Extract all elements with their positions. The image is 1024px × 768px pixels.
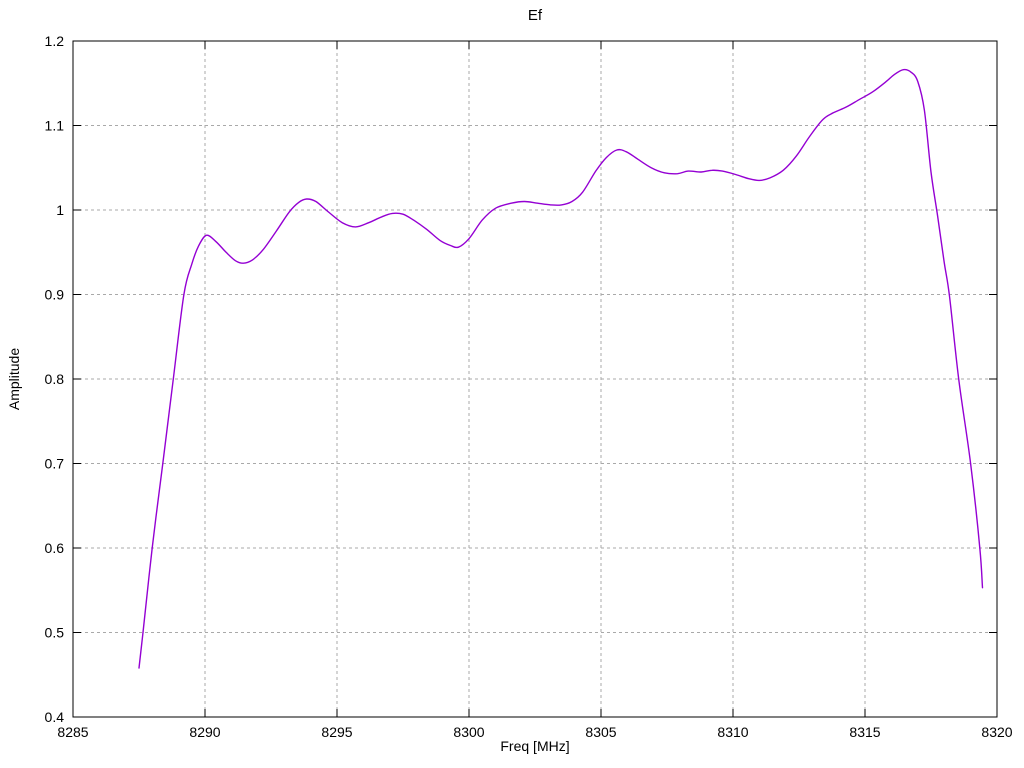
x-tick-label: 8300 <box>453 724 484 740</box>
x-axis-label: Freq [MHz] <box>500 738 570 754</box>
y-tick-label: 0.7 <box>45 456 65 472</box>
y-tick-label: 1.1 <box>45 118 65 134</box>
x-tick-label: 8285 <box>57 724 88 740</box>
y-tick-label: 0.6 <box>45 540 65 556</box>
y-tick-label: 0.9 <box>45 287 65 303</box>
x-tick-label: 8295 <box>321 724 352 740</box>
chart-title: Ef <box>527 7 543 24</box>
y-tick-label: 1.2 <box>45 33 65 49</box>
y-tick-label: 0.4 <box>45 709 65 725</box>
x-tick-label: 8310 <box>717 724 748 740</box>
data-line-ef <box>138 68 984 669</box>
x-tick-label: 8320 <box>981 724 1012 740</box>
x-tick-label: 8315 <box>849 724 880 740</box>
plot-border <box>72 40 998 718</box>
x-tick-label: 8290 <box>189 724 220 740</box>
y-tick-label: 1 <box>56 202 64 218</box>
y-tick-label: 0.8 <box>45 371 65 387</box>
x-tick-label: 8305 <box>585 724 616 740</box>
y-tick-label: 0.5 <box>45 625 65 641</box>
